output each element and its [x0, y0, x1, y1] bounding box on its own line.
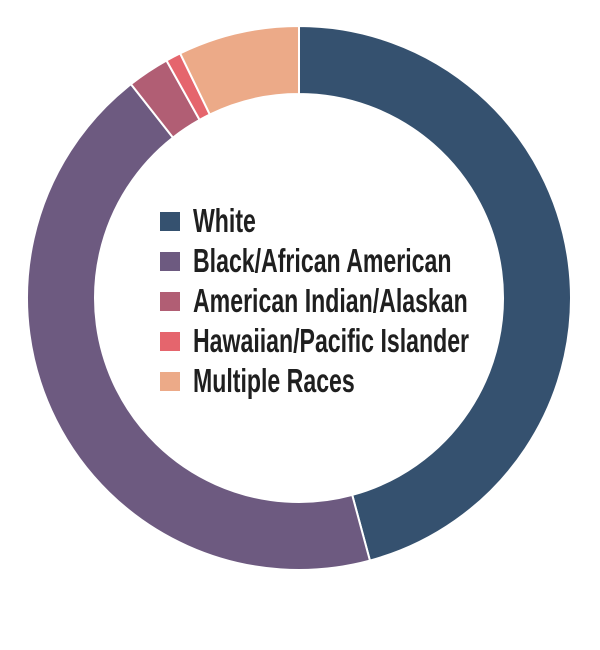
- legend-item-hawaiian-pacific-islander: Hawaiian/Pacific Islander: [160, 321, 587, 361]
- donut-slice-multiple-races: [178, 24, 300, 116]
- legend-label-hawaiian-pacific-islander: Hawaiian/Pacific Islander: [193, 322, 470, 359]
- legend-swatch-multiple-races: [160, 371, 180, 391]
- legend-swatch-black-african-american: [160, 251, 180, 271]
- legend-item-american-indian-alaskan: American Indian/Alaskan: [160, 281, 587, 321]
- legend-label-multiple-races: Multiple Races: [193, 362, 355, 399]
- legend-swatch-hawaiian-pacific-islander: [160, 331, 180, 351]
- legend-label-white: White: [193, 202, 256, 239]
- legend-label-american-indian-alaskan: American Indian/Alaskan: [193, 282, 468, 319]
- legend-item-white: White: [160, 201, 587, 241]
- donut-slice-white: [298, 24, 572, 562]
- chart-legend: White Black/African American American In…: [160, 201, 587, 401]
- legend-swatch-american-indian-alaskan: [160, 291, 180, 311]
- donut-slice-black-african-american: [26, 82, 372, 571]
- legend-label-black-african-american: Black/African American: [193, 242, 452, 279]
- legend-item-black-african-american: Black/African American: [160, 241, 587, 281]
- legend-item-multiple-races: Multiple Races: [160, 361, 587, 401]
- legend-swatch-white: [160, 211, 180, 231]
